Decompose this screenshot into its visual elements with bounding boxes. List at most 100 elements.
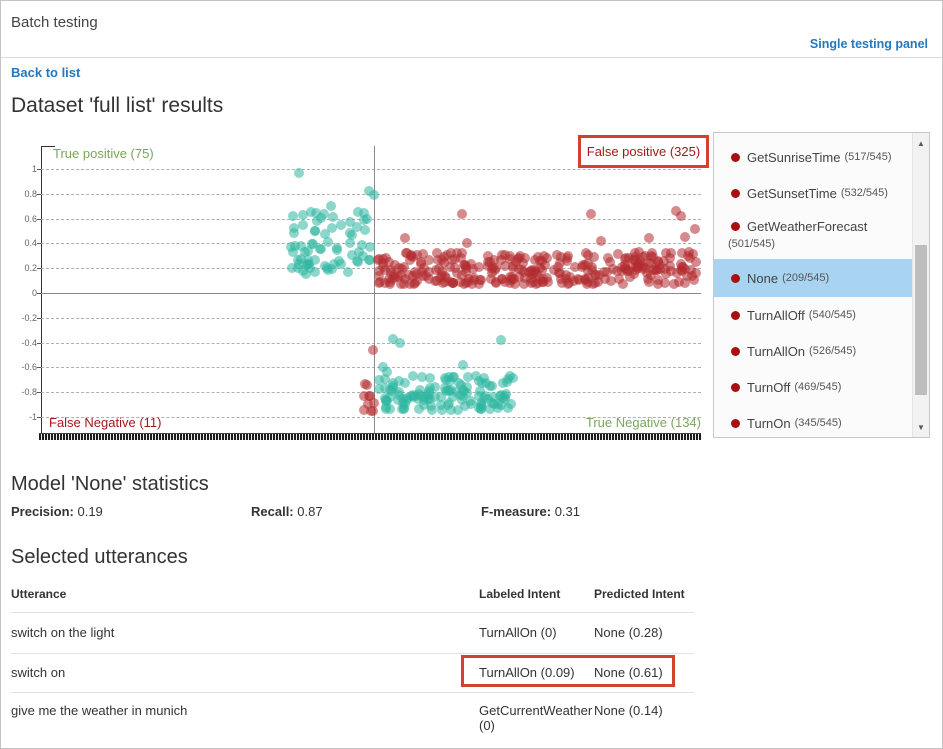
scatter-point[interactable] bbox=[457, 395, 468, 406]
scatter-point[interactable] bbox=[405, 279, 416, 290]
scatter-point[interactable] bbox=[557, 277, 568, 288]
scatter-point[interactable] bbox=[534, 263, 545, 274]
scatter-point[interactable] bbox=[487, 381, 498, 392]
scatter-point[interactable] bbox=[302, 254, 313, 265]
scatter-point[interactable] bbox=[541, 252, 552, 263]
scatter-point[interactable] bbox=[326, 201, 336, 212]
scatter-point[interactable] bbox=[401, 395, 412, 406]
scatter-point[interactable] bbox=[347, 229, 358, 240]
scatter-point[interactable] bbox=[580, 274, 591, 285]
scatter-point[interactable] bbox=[374, 265, 385, 276]
labeled-intent-cell[interactable]: GetCurrentWeather (0) bbox=[479, 703, 593, 733]
scatter-point[interactable] bbox=[647, 264, 658, 275]
scatter-point[interactable] bbox=[440, 382, 451, 393]
utterance-cell[interactable]: switch on the light bbox=[11, 625, 115, 640]
scatter-point[interactable] bbox=[447, 392, 458, 403]
scatter-point[interactable] bbox=[666, 266, 677, 277]
scatter-point[interactable] bbox=[643, 274, 654, 285]
scatter-point[interactable] bbox=[518, 278, 529, 289]
scatter-point[interactable] bbox=[647, 247, 658, 258]
scatter-point[interactable] bbox=[629, 248, 640, 259]
scatter-point[interactable] bbox=[688, 248, 699, 259]
scatter-point[interactable] bbox=[415, 385, 426, 396]
intent-item-getweatherforecast[interactable]: GetWeatherForecast (501/545) bbox=[714, 211, 912, 259]
scatter-point[interactable] bbox=[671, 206, 681, 217]
scatter-point[interactable] bbox=[493, 399, 504, 410]
scatter-point[interactable] bbox=[310, 225, 321, 236]
scatter-point[interactable] bbox=[412, 393, 423, 404]
scatter-point[interactable] bbox=[436, 254, 447, 265]
scatter-point[interactable] bbox=[465, 398, 476, 409]
scatter-point[interactable] bbox=[680, 277, 691, 288]
scatter-point[interactable] bbox=[289, 240, 300, 251]
scatter-point[interactable] bbox=[419, 391, 430, 402]
intent-list-scrollbar[interactable]: ▲ ▼ bbox=[912, 133, 929, 437]
scatter-point[interactable] bbox=[488, 391, 499, 402]
scatter-point[interactable] bbox=[452, 267, 463, 278]
back-to-list-link[interactable]: Back to list bbox=[11, 65, 81, 80]
scatter-point[interactable] bbox=[364, 241, 375, 252]
scatter-point[interactable] bbox=[580, 248, 591, 259]
scatter-point[interactable] bbox=[505, 250, 516, 261]
scatter-point[interactable] bbox=[369, 190, 379, 201]
scatter-point[interactable] bbox=[288, 223, 299, 234]
scatter-point[interactable] bbox=[374, 383, 385, 394]
scatter-point[interactable] bbox=[379, 265, 390, 276]
scatter-point[interactable] bbox=[395, 278, 406, 289]
scatter-point[interactable] bbox=[413, 403, 424, 414]
scatter-point[interactable] bbox=[375, 276, 386, 287]
scatter-point[interactable] bbox=[496, 273, 507, 284]
scatter-point[interactable] bbox=[569, 261, 580, 272]
scatter-point[interactable] bbox=[360, 379, 371, 390]
scatter-point[interactable] bbox=[453, 378, 464, 389]
scatter-point[interactable] bbox=[689, 274, 700, 285]
scatter-point[interactable] bbox=[408, 370, 419, 381]
scatter-point[interactable] bbox=[447, 254, 458, 265]
scatter-point[interactable] bbox=[382, 395, 393, 406]
scatter-point[interactable] bbox=[483, 260, 494, 271]
scatter-point[interactable] bbox=[323, 236, 334, 247]
scatter-point[interactable] bbox=[305, 206, 316, 217]
scatter-point[interactable] bbox=[491, 263, 502, 274]
scatter-point[interactable] bbox=[347, 250, 358, 261]
scatter-point[interactable] bbox=[444, 386, 455, 397]
scatter-point[interactable] bbox=[490, 277, 501, 288]
scatter-point[interactable] bbox=[680, 232, 690, 243]
scatter-point[interactable] bbox=[589, 252, 600, 263]
scatter-point[interactable] bbox=[342, 266, 353, 277]
scatter-point[interactable] bbox=[532, 251, 543, 262]
scatter-point[interactable] bbox=[661, 268, 672, 279]
scatter-point[interactable] bbox=[457, 385, 468, 396]
scatter-point[interactable] bbox=[496, 250, 507, 260]
scatter-point[interactable] bbox=[447, 371, 458, 382]
scatter-point[interactable] bbox=[359, 208, 370, 219]
scatter-point[interactable] bbox=[344, 238, 355, 249]
labeled-intent-cell[interactable]: TurnAllOn (0.09) bbox=[479, 665, 575, 680]
scatter-point[interactable] bbox=[364, 255, 375, 266]
scatter-point[interactable] bbox=[626, 261, 637, 272]
scatter-point[interactable] bbox=[319, 228, 330, 239]
scatter-point[interactable] bbox=[460, 401, 471, 412]
scatter-point[interactable] bbox=[593, 276, 604, 287]
scatter-point[interactable] bbox=[309, 254, 320, 265]
scatter-point[interactable] bbox=[602, 252, 613, 263]
scatter-point[interactable] bbox=[446, 404, 457, 415]
scatter-point[interactable] bbox=[504, 271, 515, 282]
scatter-point[interactable] bbox=[685, 264, 696, 275]
scatter-point[interactable] bbox=[599, 274, 610, 285]
scatter-point[interactable] bbox=[389, 269, 400, 280]
scatter-point[interactable] bbox=[583, 258, 594, 269]
intent-item-none[interactable]: None (209/545) bbox=[714, 259, 912, 297]
scatter-point[interactable] bbox=[310, 267, 321, 278]
scatter-point[interactable] bbox=[329, 258, 340, 269]
scatter-point[interactable] bbox=[294, 167, 304, 178]
intent-item-turnon[interactable]: TurnOn (345/545) bbox=[714, 405, 912, 437]
scatter-point[interactable] bbox=[466, 259, 477, 270]
scatter-point[interactable] bbox=[294, 259, 305, 270]
utterance-cell[interactable]: give me the weather in munich bbox=[11, 703, 188, 718]
predicted-intent-cell[interactable]: None (0.28) bbox=[594, 625, 663, 640]
scatter-point[interactable] bbox=[462, 372, 473, 383]
scatter-point[interactable] bbox=[608, 263, 619, 274]
scroll-down-icon[interactable]: ▼ bbox=[917, 422, 925, 432]
scatter-point[interactable] bbox=[412, 250, 423, 261]
